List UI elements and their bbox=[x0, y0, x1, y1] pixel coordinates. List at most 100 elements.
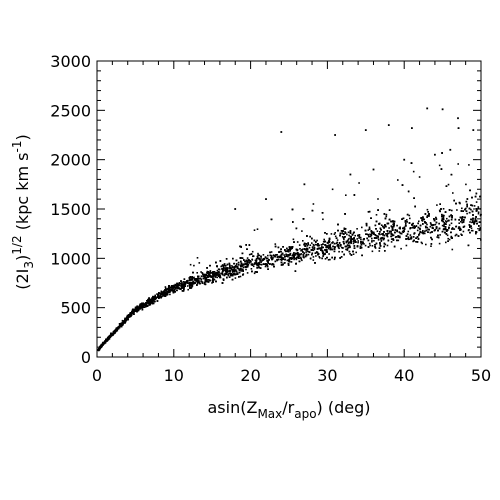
scatter-point bbox=[321, 212, 324, 214]
scatter-point bbox=[316, 239, 318, 242]
scatter-point bbox=[172, 291, 175, 294]
scatter-point bbox=[459, 229, 461, 231]
scatter-point bbox=[342, 241, 345, 243]
scatter-point bbox=[337, 229, 339, 232]
scatter-point bbox=[278, 255, 280, 258]
scatter-point bbox=[260, 257, 262, 259]
scatter-point bbox=[232, 266, 234, 268]
scatter-point bbox=[377, 239, 380, 241]
scatter-point bbox=[209, 264, 211, 267]
scatter-point bbox=[246, 265, 249, 268]
scatter-point bbox=[253, 272, 256, 275]
scatter-point bbox=[341, 236, 344, 238]
scatter-point bbox=[397, 239, 400, 242]
scatter-point bbox=[317, 244, 319, 247]
scatter-point bbox=[287, 255, 289, 258]
scatter-point bbox=[269, 263, 271, 265]
scatter-point bbox=[461, 221, 464, 224]
scatter-point bbox=[390, 241, 393, 243]
scatter-point bbox=[270, 255, 273, 257]
scatter-point bbox=[333, 233, 336, 235]
scatter-point bbox=[455, 202, 457, 205]
scatter-point bbox=[270, 257, 272, 259]
scatter-point bbox=[379, 237, 382, 240]
scatter-point bbox=[260, 263, 263, 266]
scatter-point bbox=[280, 261, 283, 264]
scatter-point bbox=[313, 248, 316, 250]
scatter-point bbox=[198, 278, 200, 280]
scatter-point bbox=[450, 236, 452, 239]
scatter-point bbox=[352, 250, 354, 253]
scatter-point bbox=[303, 252, 305, 254]
scatter-point bbox=[402, 230, 405, 232]
scatter-point bbox=[280, 256, 283, 258]
scatter-point bbox=[469, 231, 471, 234]
scatter-point bbox=[327, 259, 330, 261]
scatter-point bbox=[232, 268, 235, 271]
scatter-point bbox=[286, 250, 288, 252]
scatter-point bbox=[391, 234, 394, 237]
scatter-point bbox=[477, 207, 480, 210]
scatter-point bbox=[353, 241, 355, 243]
scatter-point bbox=[360, 243, 363, 246]
scatter-point bbox=[424, 213, 427, 215]
scatter-point bbox=[465, 210, 468, 212]
scatter-point bbox=[461, 207, 463, 210]
scatter-point bbox=[353, 247, 356, 249]
scatter-point bbox=[120, 325, 123, 328]
scatter-point bbox=[445, 223, 447, 225]
scatter-point bbox=[413, 225, 415, 227]
scatter-point bbox=[280, 255, 282, 257]
scatter-point bbox=[257, 254, 259, 256]
scatter-point bbox=[113, 330, 116, 332]
scatter-point bbox=[390, 225, 393, 228]
scatter-point bbox=[213, 278, 216, 281]
scatter-point bbox=[264, 256, 267, 258]
scatter-point bbox=[380, 233, 383, 235]
scatter-point bbox=[231, 265, 233, 267]
scatter-point bbox=[479, 195, 481, 198]
scatter-point bbox=[456, 209, 458, 211]
scatter-point bbox=[282, 257, 284, 259]
scatter-point bbox=[349, 240, 352, 243]
scatter-point bbox=[459, 227, 462, 230]
scatter-point bbox=[251, 270, 253, 273]
scatter-point bbox=[374, 247, 377, 249]
scatter-point bbox=[386, 244, 389, 247]
scatter-point bbox=[380, 224, 383, 226]
scatter-point bbox=[300, 249, 302, 252]
scatter-point bbox=[237, 261, 240, 264]
scatter-point bbox=[183, 288, 185, 291]
scatter-point bbox=[207, 276, 209, 278]
scatter-point bbox=[328, 253, 330, 255]
scatter-point bbox=[387, 232, 389, 235]
scatter-point bbox=[242, 263, 244, 266]
scatter-point bbox=[377, 209, 379, 211]
scatter-point bbox=[391, 227, 394, 229]
scatter-point bbox=[435, 216, 437, 219]
scatter-point bbox=[273, 254, 275, 257]
scatter-point bbox=[375, 228, 377, 230]
scatter-point bbox=[335, 237, 338, 239]
y-tick-label: 3000 bbox=[50, 52, 91, 71]
scatter-point bbox=[225, 270, 227, 273]
scatter-point bbox=[287, 249, 289, 251]
scatter-point bbox=[346, 233, 348, 236]
scatter-point bbox=[413, 197, 415, 199]
scatter-point bbox=[221, 268, 223, 270]
scatter-point bbox=[215, 261, 217, 264]
scatter-point bbox=[293, 258, 295, 261]
scatter-point bbox=[340, 244, 342, 246]
scatter-point bbox=[435, 218, 438, 220]
scatter-point bbox=[224, 269, 227, 272]
scatter-point bbox=[352, 238, 354, 240]
scatter-point bbox=[248, 253, 251, 256]
scatter-point bbox=[189, 276, 191, 278]
scatter-point bbox=[221, 282, 224, 284]
scatter-point bbox=[190, 284, 192, 287]
scatter-point bbox=[429, 231, 432, 234]
scatter-point bbox=[378, 233, 380, 235]
scatter-point bbox=[115, 327, 118, 330]
scatter-point bbox=[433, 219, 436, 222]
scatter-point bbox=[196, 281, 199, 284]
